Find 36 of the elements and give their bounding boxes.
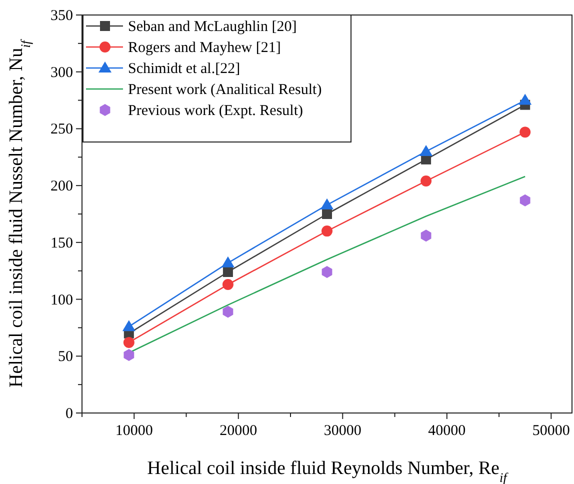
point (420, 230, 432, 242)
point (420, 176, 432, 187)
legend-label: Rogers and Mayhew [21] (128, 40, 281, 56)
y-tick-label: 300 (50, 64, 73, 81)
y-tick-label: 100 (50, 292, 73, 308)
legend-label: Previous work (Expt. Result) (128, 103, 303, 119)
point (124, 349, 134, 362)
point (221, 256, 234, 268)
x-tick-label: 20000 (220, 423, 258, 439)
point (320, 198, 334, 210)
y-tick-label: 250 (50, 122, 73, 138)
y-tick-label: 350 (50, 8, 73, 24)
y-tick-label: 150 (50, 235, 73, 252)
point (222, 279, 234, 290)
point (520, 194, 530, 206)
point (520, 126, 531, 138)
x-tick-label: 50000 (532, 423, 570, 439)
point (322, 266, 332, 278)
point (322, 226, 332, 237)
point (518, 94, 532, 105)
legend-label: Schimidt et al.[22] (128, 61, 240, 77)
x-tick-label: 30000 (324, 423, 362, 439)
x-tick-label: 10000 (115, 423, 153, 439)
y-tick-label: 0 (66, 406, 73, 422)
point (122, 320, 136, 332)
y-tick-label: 200 (50, 178, 73, 195)
point (420, 144, 433, 156)
x-axis-title: Helical coil inside fluid Reynolds Number, Re$_{if}$ (147, 458, 510, 484)
point (222, 266, 233, 277)
legend-label: Seban and McLaughlin [20] (128, 19, 297, 35)
point (123, 336, 134, 348)
x-tick-label: 40000 (428, 423, 466, 439)
point (322, 209, 332, 219)
y-tick-label: 50 (58, 349, 73, 366)
legend-label: Present work (Analitical Result) (128, 82, 322, 98)
point (222, 306, 234, 318)
